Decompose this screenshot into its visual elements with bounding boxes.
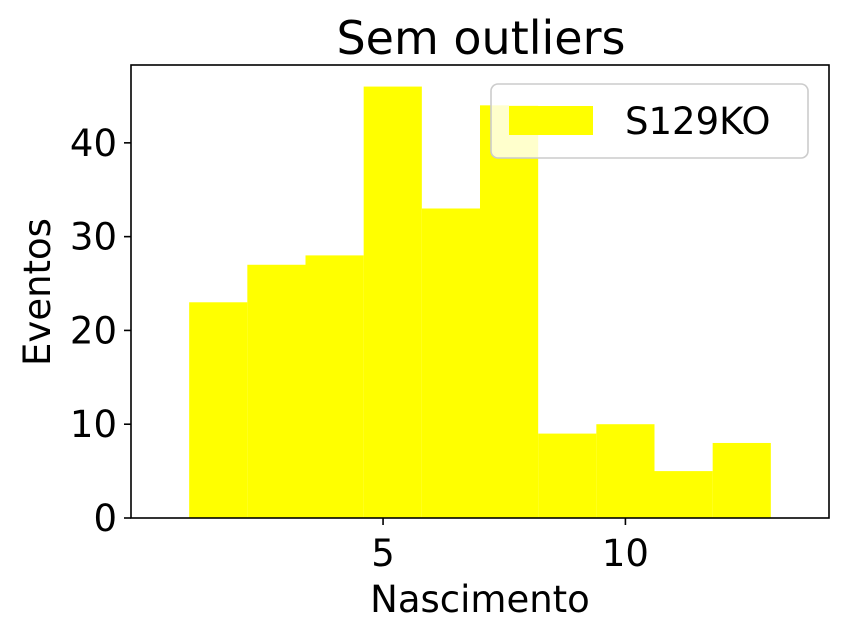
y-tick-label: 0 — [93, 497, 117, 540]
plot-frame — [130, 64, 830, 519]
histogram-bar — [538, 433, 597, 518]
legend-frame — [490, 83, 809, 159]
y-axis-label: Eventos — [16, 218, 59, 366]
histogram-bar — [247, 264, 306, 518]
bars-group — [189, 86, 771, 519]
chart-title: Sem outliers — [336, 11, 625, 65]
y-axis-ticks: 0 10 20 30 40 — [70, 122, 131, 540]
histogram-bar — [654, 471, 713, 518]
y-tick-label: 20 — [70, 309, 117, 352]
histogram-bar — [363, 86, 422, 519]
x-axis-ticks: 5 10 — [371, 518, 649, 575]
histogram-bar — [421, 208, 480, 518]
x-axis-label: Nascimento — [370, 578, 590, 621]
y-tick-label: 30 — [70, 216, 117, 259]
x-tick-label: 10 — [602, 532, 649, 575]
y-tick-label: 40 — [70, 122, 117, 165]
legend: S129KO — [490, 83, 809, 159]
histogram-bar — [712, 442, 771, 518]
histogram-bar — [305, 255, 364, 519]
legend-swatch — [509, 106, 593, 135]
y-tick-label: 10 — [70, 403, 117, 446]
histogram-bar — [189, 302, 248, 518]
x-tick-label: 5 — [371, 532, 395, 575]
legend-label-s129ko: S129KO — [625, 100, 770, 143]
histogram-bar — [480, 105, 539, 518]
histogram-bar — [596, 424, 655, 518]
